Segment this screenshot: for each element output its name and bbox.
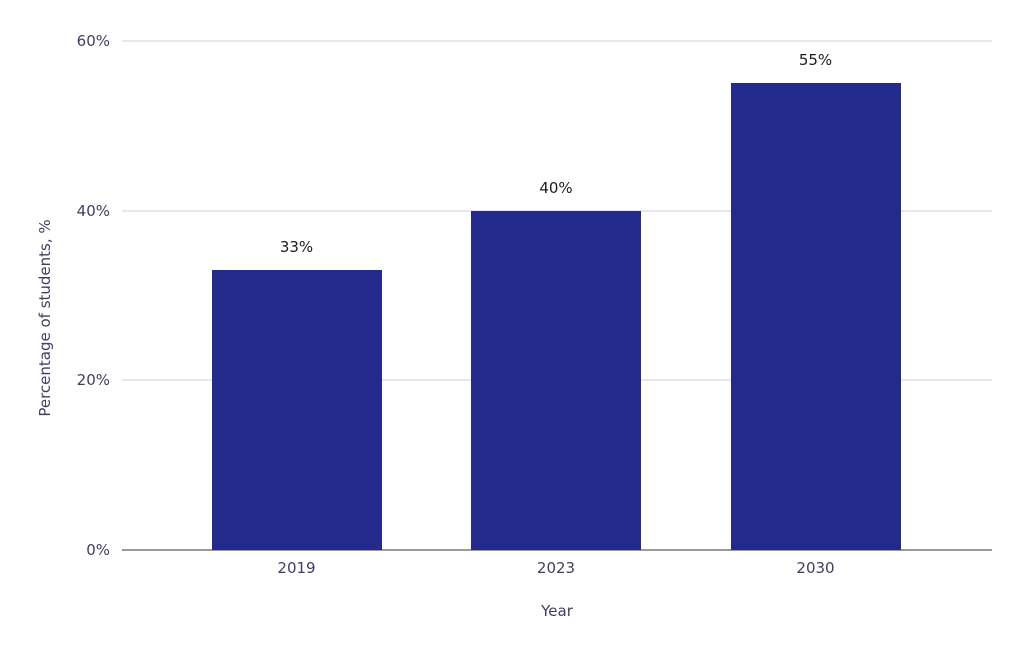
bar bbox=[730, 83, 901, 550]
bar bbox=[211, 270, 382, 550]
y-tick-label: 0% bbox=[86, 541, 110, 559]
bar-value-label: 55% bbox=[798, 51, 833, 70]
y-axis-title: Percentage of students, % bbox=[36, 219, 54, 417]
y-tick-label: 60% bbox=[76, 32, 110, 50]
bar-value-label: 33% bbox=[279, 238, 314, 257]
x-tick-label: 2030 bbox=[796, 559, 835, 577]
bar bbox=[471, 210, 641, 550]
bar-value-label: 40% bbox=[539, 178, 573, 197]
x-tick-label: 2019 bbox=[277, 559, 316, 577]
x-tick-label: 2023 bbox=[536, 559, 576, 577]
gridline bbox=[122, 40, 992, 42]
y-tick-label: 20% bbox=[76, 371, 110, 390]
x-axis-title: Year bbox=[541, 602, 573, 620]
x-axis-line bbox=[122, 549, 992, 551]
y-tick-label: 40% bbox=[76, 201, 110, 220]
